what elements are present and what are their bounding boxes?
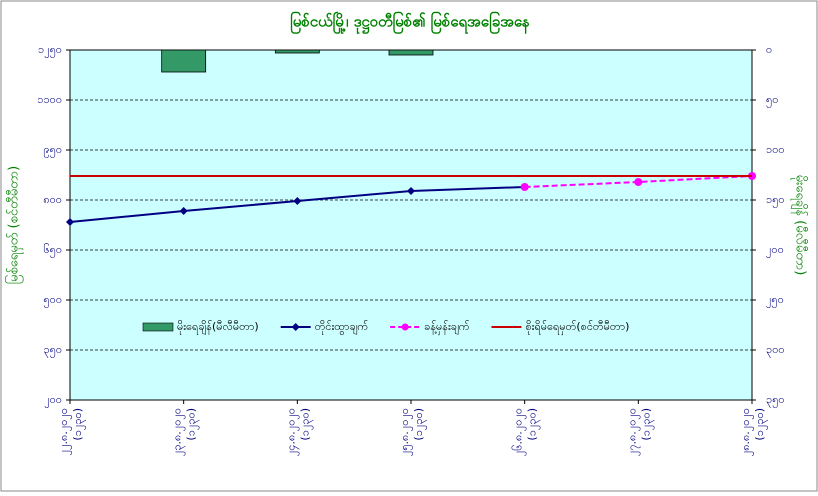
- y-axis-label: မြစ်ရေမှတ် (စင်တီမီတာ): [5, 166, 24, 284]
- bar: [388, 49, 434, 56]
- y-tick-label: ၂၀၀: [44, 393, 62, 408]
- y-tick-label: ၁၂၅၀: [38, 43, 62, 58]
- y2-tick-label: ၃၅၀: [766, 393, 785, 408]
- marker: [407, 187, 415, 195]
- y-tick-label: ၉၅၀: [43, 143, 62, 158]
- y-tick-label: ၈၀၀: [43, 193, 62, 206]
- y2-tick-label: ၃၀၀: [766, 343, 785, 358]
- marker: [179, 207, 188, 215]
- x-tick-label-line: ၂၃.၈.၂၀၂၀: [171, 408, 186, 456]
- x-tick-label-line: ၂၄.၈.၂၀၂၀: [284, 408, 299, 456]
- legend-swatch: [142, 322, 174, 332]
- x-tick-label-line: (၁၂၃၀): [639, 408, 654, 441]
- x-tick-label: ၂၃.၈.၂၀၂၀(၁၂၃၀): [171, 408, 200, 456]
- x-tick-label: ၂၂.၈.၂၀၂၀(၁၂၃၀): [57, 408, 86, 455]
- bar: [274, 49, 320, 54]
- y-tick-label: ၆၅၀: [43, 243, 62, 258]
- x-tick-label: ၂၆.၈.၂၀၂၀(၁၂၃၀): [512, 408, 541, 456]
- y-tick-label: ၁၁၀၀: [37, 93, 62, 106]
- x-tick-label-line: (၁၂၃၀): [298, 408, 313, 441]
- x-tick-label-line: (၁၂၃၀): [71, 408, 86, 441]
- y2-tick-label: ၅၀: [766, 93, 778, 108]
- marker: [66, 218, 74, 226]
- x-tick-label-line: (၁၂၃၀): [753, 408, 768, 441]
- y2-tick-label: ၀: [766, 43, 772, 56]
- legend-label: စိုးရိမ်ရေမှတ်(စင်တီမီတာ): [525, 320, 629, 335]
- marker: [520, 183, 529, 191]
- marker: [293, 197, 302, 205]
- bar: [161, 49, 207, 73]
- legend-marker: [401, 323, 409, 331]
- y-tick-label: ၅၀၀: [43, 293, 62, 308]
- x-tick-label: ၂၄.၈.၂၀၂၀(၁၂၃၀): [284, 408, 313, 456]
- x-tick-label-line: ၂၂.၈.၂၀၂၀: [57, 408, 72, 455]
- legend-label: တိုင်းထွာချက်: [315, 320, 369, 335]
- x-tick-label-line: (၁၂၃၀): [526, 408, 541, 441]
- legend-label: ခန့်မှန်းချက်: [424, 320, 470, 335]
- plot-area: [69, 49, 753, 401]
- legend-marker: [291, 323, 300, 331]
- x-tick-label: ၂၇.၈.၂၀၂၀(၁၂၃၀): [625, 408, 654, 456]
- x-tick-label-line: (၁၂၃၀): [185, 408, 200, 441]
- x-tick-label-line: (၁၂၃၀): [412, 408, 427, 441]
- x-tick-label-line: ၂၆.၈.၂၀၂၀: [512, 408, 527, 456]
- y2-tick-label: ၁၀၀: [766, 143, 785, 156]
- y2-tick-label: ၂၅၀: [766, 293, 784, 308]
- x-tick-label-line: ၂၇.၈.၂၀၂၀: [625, 408, 640, 456]
- x-tick-label: ၂၅.၈.၂၀၂၀(၁၂၃၀): [398, 408, 427, 456]
- marker: [634, 178, 643, 186]
- x-tick-label: ၂၈.၈.၂၀၂၀(၁၂၃၀): [739, 408, 768, 456]
- y2-axis-label: မိုးရေချိန် (မီလီမီတာ): [791, 175, 809, 276]
- legend-label: မိုးရေချိန်(မီလီမီတာ): [177, 320, 259, 335]
- x-tick-label-line: ၂၈.၈.၂၀၂၀: [739, 408, 754, 456]
- x-tick-label-line: ၂၅.၈.၂၀၂၀: [398, 408, 413, 456]
- y-tick-label: ၃၅၀: [43, 343, 62, 358]
- y2-tick-label: ၁၅၀: [766, 193, 785, 208]
- y2-tick-label: ၂၀၀: [766, 243, 784, 258]
